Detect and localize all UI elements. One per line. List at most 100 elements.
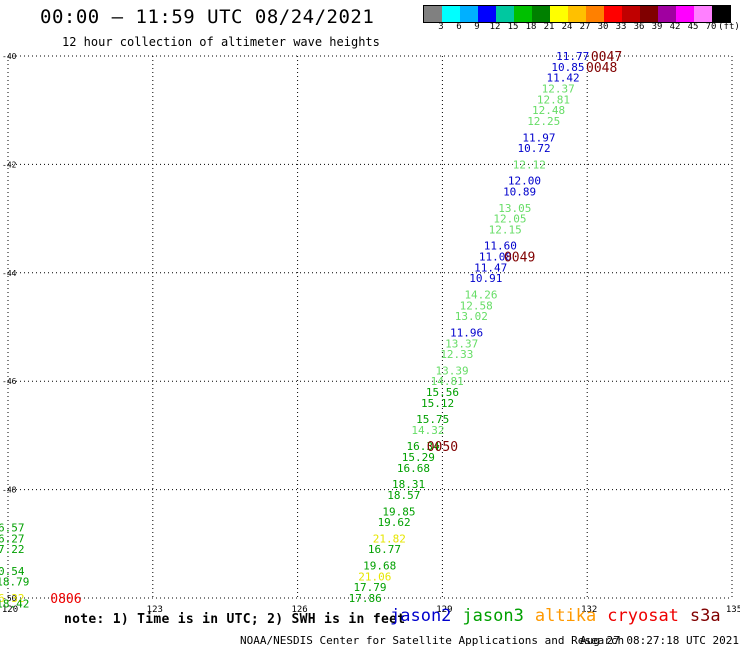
color-scale-label: 45 [687, 22, 699, 32]
wave-height-label: 12.15 [489, 223, 522, 236]
wave-height-label: 17.79 [353, 581, 386, 594]
wave-height-label: 11.97 [522, 131, 555, 144]
credit-text: NOAA/NESDIS Center for Satellite Applica… [240, 634, 625, 647]
color-scale-label: 70 [705, 22, 717, 32]
legend-item-cryosat: cryosat [607, 606, 679, 626]
wave-height-label: 12.05 [493, 213, 526, 226]
wave-height-label: 12.33 [440, 348, 473, 361]
y-tick-label: -42 [2, 160, 17, 169]
wave-height-label: 15.29 [402, 451, 435, 464]
wave-height-label: 11.96 [450, 326, 483, 339]
pass-time-label: 0806 [50, 592, 81, 607]
wave-height-label: 14.26 [464, 288, 497, 301]
x-tick-label: 123 [147, 605, 163, 615]
color-swatch [568, 6, 586, 22]
wave-height-label: 13.39 [435, 364, 468, 377]
satellite-legend: jason2 jason3 altika cryosat s3a [390, 606, 732, 626]
pass-time-label: 0049 [504, 251, 535, 266]
wave-height-label: 16.77 [368, 543, 401, 556]
color-swatch [496, 6, 514, 22]
color-scale-label: 15 [507, 22, 519, 32]
color-swatch [532, 6, 550, 22]
wave-height-label: 12.81 [537, 93, 570, 106]
color-swatch [640, 6, 658, 22]
y-tick-label: -50 [2, 594, 17, 603]
wave-height-label: 12.37 [542, 83, 575, 96]
color-swatch [586, 6, 604, 22]
color-swatch [712, 6, 730, 22]
wave-height-label: 14.81 [431, 375, 464, 388]
pass-time-label: 0048 [586, 61, 617, 76]
y-tick-label: -40 [2, 52, 17, 61]
wave-height-label: 21.06 [358, 570, 391, 583]
color-scale-label: 36 [633, 22, 645, 32]
color-scale-labels: 3 6 9 12 15 18 21 24 27 30 33 36 39 42 45 70 (ft) [423, 22, 740, 34]
color-swatch [604, 6, 622, 22]
page-subtitle: 12 hour collection of altimeter wave hei… [62, 35, 380, 49]
generated-timestamp: Aug 27 08:27:18 UTC 2021 [580, 634, 739, 647]
wave-height-label: 15.12 [421, 397, 454, 410]
wave-height-label: 16.32 [0, 592, 25, 605]
y-tick-label: -48 [2, 486, 17, 495]
wave-height-label: 12.00 [508, 175, 541, 188]
color-scale-label: 9 [474, 22, 480, 32]
wave-height-label: 13.37 [445, 337, 478, 350]
x-tick-label: 120 [2, 605, 18, 615]
wave-height-label: 12.48 [532, 104, 565, 117]
color-swatch [550, 6, 568, 22]
wave-height-label: 20.54 [0, 565, 25, 578]
color-swatch [694, 6, 712, 22]
wave-height-label: 13.05 [498, 202, 531, 215]
page-title: 00:00 – 11:59 UTC 08/24/2021 [40, 6, 375, 28]
wave-height-label: 10.91 [469, 272, 502, 285]
wave-height-label: 15.75 [416, 413, 449, 426]
wave-height-label: 16.68 [397, 462, 430, 475]
color-scale-label: 27 [579, 22, 591, 32]
wave-height-label: 18.57 [387, 489, 420, 502]
color-scale-label: 39 [651, 22, 663, 32]
wave-height-label: 11.60 [484, 240, 517, 253]
pass-time-label: 0050 [427, 440, 458, 455]
wave-height-label: 11.77 [556, 50, 589, 63]
color-scale-label: 24 [561, 22, 573, 32]
wave-height-label: 16.57 [0, 522, 25, 535]
wave-height-label: 18.31 [392, 478, 425, 491]
wave-height-label: 21.82 [373, 532, 406, 545]
color-swatch [478, 6, 496, 22]
wave-height-label: 19.68 [363, 559, 396, 572]
wave-height-label: 12.12 [513, 158, 546, 171]
wave-height-label: 19.62 [378, 516, 411, 529]
wave-height-label: 16.34 [407, 440, 440, 453]
wave-height-label: 19.85 [382, 505, 415, 518]
color-scale-label: 18 [525, 22, 537, 32]
wave-height-label: 12.25 [527, 115, 560, 128]
wave-height-label: 10.72 [518, 142, 551, 155]
color-scale-label: (ft) [718, 22, 740, 32]
wave-height-label: 11.47 [474, 261, 507, 274]
legend-item-jason3: jason3 [462, 606, 524, 626]
wave-height-label: 11.08 [479, 251, 512, 264]
color-swatch [442, 6, 460, 22]
wave-height-label: 17.86 [349, 592, 382, 605]
color-scale-label: 6 [456, 22, 462, 32]
wave-height-label: 16.27 [0, 532, 25, 545]
color-scale-label: 3 [438, 22, 444, 32]
wave-height-label: 15.56 [426, 386, 459, 399]
y-tick-label: -44 [2, 269, 17, 278]
legend-item-s3a: s3a [689, 606, 721, 626]
color-swatch [460, 6, 478, 22]
pass-time-label: 0047 [591, 50, 622, 65]
wave-height-label: 17.22 [0, 543, 25, 556]
legend-item-jason2: jason2 [390, 606, 452, 626]
color-scale-label: 30 [597, 22, 609, 32]
x-tick-label: 135 [726, 605, 740, 615]
color-swatch [514, 6, 532, 22]
wave-height-label: 18.79 [0, 576, 29, 589]
color-scale-bar [423, 5, 731, 23]
wave-height-label: 11.42 [547, 72, 580, 85]
color-scale-label: 12 [489, 22, 501, 32]
x-tick-label: 126 [291, 605, 307, 615]
color-swatch [424, 6, 442, 22]
x-tick-label: 129 [436, 605, 452, 615]
